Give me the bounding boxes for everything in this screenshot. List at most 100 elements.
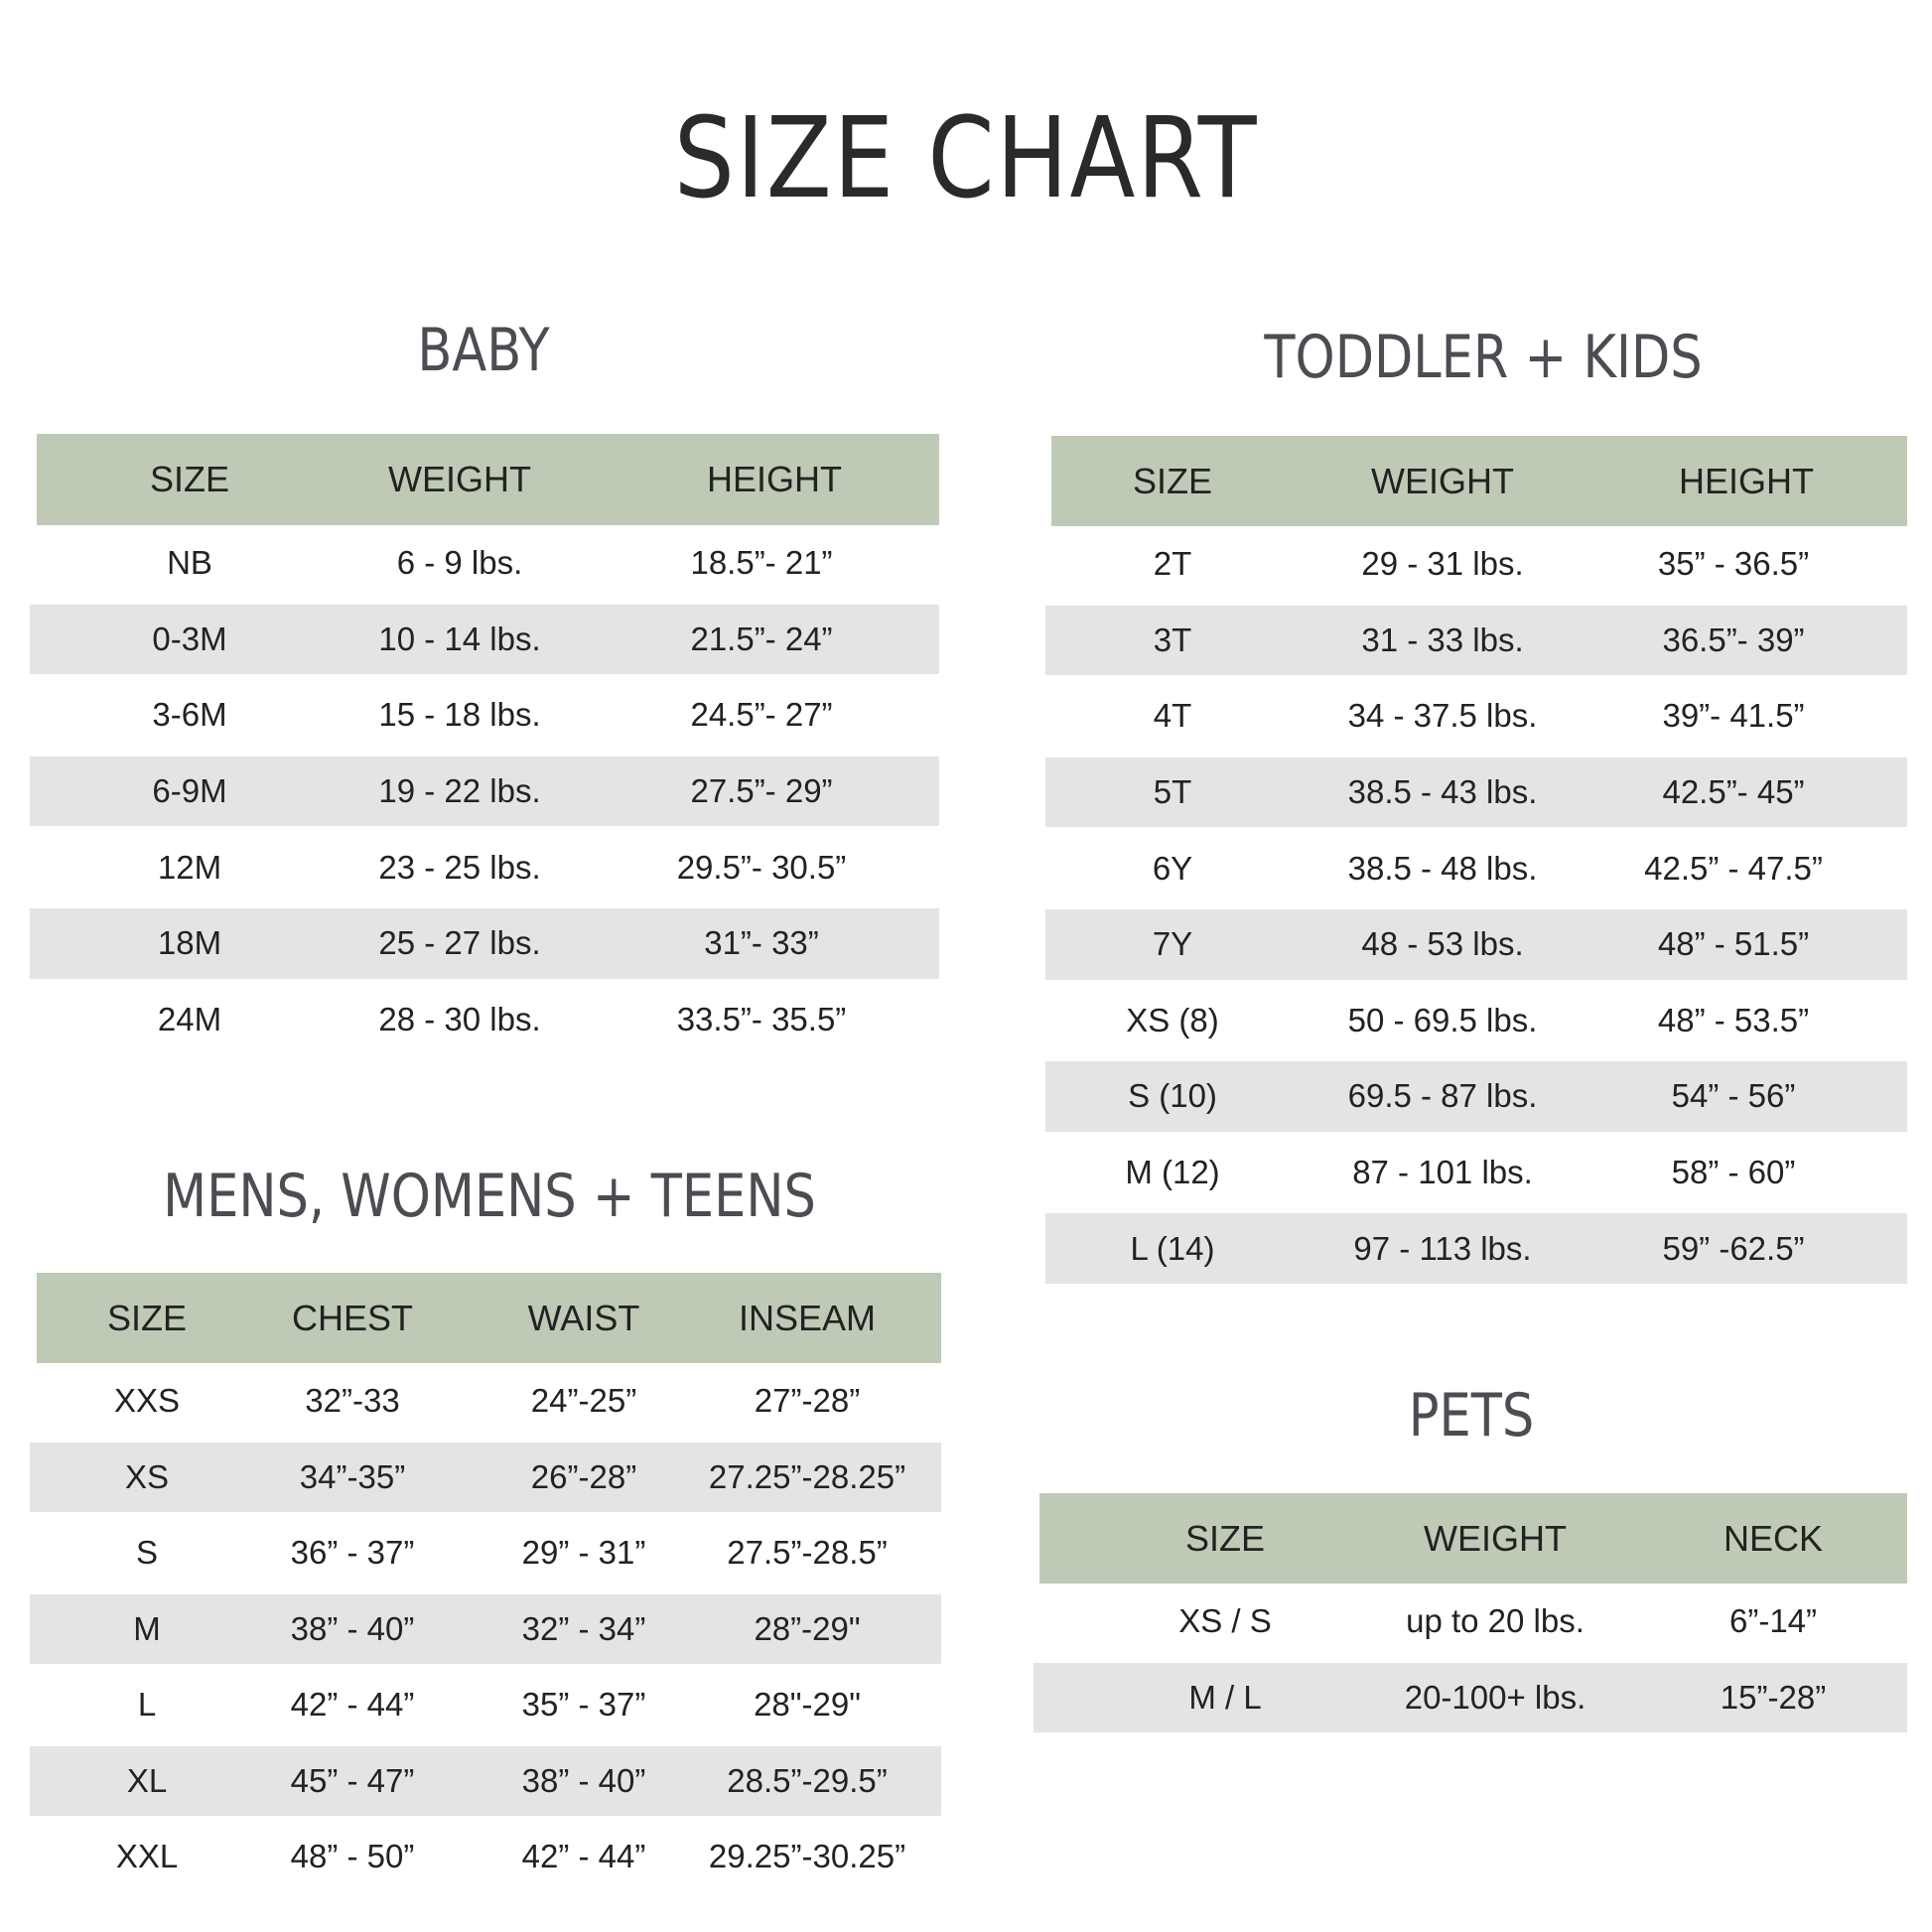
cell-inseam: 28”-29" [754, 1609, 861, 1647]
cell-inseam: 28"-29" [754, 1686, 861, 1724]
cell-waist: 35” - 37” [521, 1686, 646, 1724]
cell-size: NB [167, 544, 212, 582]
table-row: M 38” - 40” 32” - 34” 28”-29" [30, 1591, 941, 1668]
cell-size: 5T [1153, 773, 1192, 811]
cell-inseam: 27.25”-28.25” [708, 1457, 906, 1495]
row-background [30, 1593, 941, 1664]
cell-height: 36.5”- 39” [1662, 621, 1805, 658]
column-header-waist: WAIST [527, 1297, 640, 1338]
cell-weight: 38.5 - 43 lbs. [1347, 773, 1538, 811]
column-header-weight: WEIGHT [388, 459, 531, 499]
cell-size: S [135, 1534, 159, 1572]
cell-weight: 23 - 25 lbs. [378, 848, 541, 886]
column-header-inseam: INSEAM [738, 1297, 877, 1338]
cell-height: 42.5”- 45” [1662, 773, 1805, 811]
cell-size: M (12) [1125, 1154, 1220, 1191]
row-background [1045, 1213, 1907, 1284]
cell-size: L [137, 1686, 157, 1724]
cell-weight: 20-100+ lbs. [1404, 1678, 1587, 1716]
table-row: XL 45” - 47” 38” - 40” 28.5”-29.5” [30, 1743, 941, 1820]
cell-waist: 29” - 31” [521, 1534, 646, 1572]
row-background [30, 1745, 941, 1816]
cell-waist: 32” - 34” [521, 1609, 646, 1647]
cell-weight: 38.5 - 48 lbs. [1347, 849, 1538, 887]
cell-size: 24M [157, 1000, 222, 1037]
cell-size: XXS [113, 1382, 181, 1420]
cell-weight: 31 - 33 lbs. [1361, 621, 1524, 658]
cell-chest: 42” - 44” [290, 1686, 415, 1724]
cell-chest: 45” - 47” [290, 1761, 415, 1799]
table-row: 3-6M 15 - 18 lbs. 24.5”- 27” [30, 677, 939, 754]
cell-size: XS (8) [1126, 1001, 1219, 1038]
table-row: XS 34”-35” 26”-28” 27.25”-28.25” [30, 1440, 941, 1516]
cell-height: 39”- 41.5” [1662, 697, 1805, 735]
table-row: 0-3M 10 - 14 lbs. 21.5”- 24” [30, 602, 939, 678]
cell-inseam: 27.5”-28.5” [727, 1534, 888, 1572]
cell-height: 42.5” - 47.5” [1644, 849, 1823, 887]
cell-weight: 97 - 113 lbs. [1353, 1229, 1532, 1267]
cell-weight: 50 - 69.5 lbs. [1347, 1001, 1538, 1038]
cell-height: 54” - 56” [1671, 1077, 1796, 1115]
column-header-weight: WEIGHT [1371, 460, 1514, 501]
cell-weight: 69.5 - 87 lbs. [1347, 1077, 1538, 1115]
cell-inseam: 28.5”-29.5” [727, 1761, 888, 1799]
cell-size: 2T [1153, 545, 1192, 583]
cell-inseam: 29.25”-30.25” [708, 1838, 906, 1875]
cell-size: 0-3M [152, 620, 227, 657]
row-background [1034, 1662, 1907, 1733]
cell-waist: 38” - 40” [521, 1761, 646, 1799]
row-background [30, 1442, 941, 1512]
cell-inseam: 27”-28” [754, 1382, 861, 1420]
table-row: 18M 25 - 27 lbs. 31”- 33” [30, 905, 939, 982]
cell-size: XS [124, 1457, 170, 1495]
cell-height: 27.5”- 29” [690, 772, 833, 810]
column-header-weight: WEIGHT [1424, 1517, 1567, 1559]
cell-neck: 15”-28” [1720, 1678, 1827, 1716]
row-background [30, 908, 939, 979]
table-row: M (12) 87 - 101 lbs. 58” - 60” [1045, 1135, 1907, 1211]
table-row: L 42” - 44” 35” - 37” 28"-29" [30, 1667, 941, 1743]
cell-height: 21.5”- 24” [690, 620, 833, 657]
table-row: 2T 29 - 31 lbs. 35” - 36.5” [1045, 526, 1907, 603]
table-row: 7Y 48 - 53 lbs. 48” - 51.5” [1045, 906, 1907, 983]
cell-height: 59” -62.5” [1662, 1229, 1805, 1267]
cell-weight: 29 - 31 lbs. [1361, 545, 1524, 583]
cell-weight: up to 20 lbs. [1406, 1602, 1585, 1640]
cell-height: 33.5”- 35.5” [676, 1000, 847, 1037]
cell-size: 6Y [1152, 849, 1193, 887]
column-header-size: SIZE [106, 1297, 188, 1338]
table-header: SIZE WEIGHT NECK [1039, 1493, 1907, 1584]
table-row: S 36” - 37” 29” - 31” 27.5”-28.5” [30, 1515, 941, 1591]
cell-size: L (14) [1130, 1229, 1215, 1267]
cell-weight: 15 - 18 lbs. [378, 696, 541, 734]
column-header-size: SIZE [149, 459, 230, 499]
cell-weight: 25 - 27 lbs. [378, 924, 541, 962]
cell-height: 29.5”- 30.5” [676, 848, 847, 886]
pets-heading: PETS [1408, 1381, 1535, 1450]
cell-height: 35” - 36.5” [1657, 545, 1810, 583]
row-background [1045, 757, 1907, 828]
row-background [1045, 605, 1907, 676]
cell-waist: 26”-28” [530, 1457, 637, 1495]
cell-size: 12M [157, 848, 222, 886]
cell-height: 18.5”- 21” [690, 544, 833, 582]
cell-size: XL [126, 1761, 168, 1799]
column-header-height: HEIGHT [706, 459, 843, 499]
table-row: XXS 32”-33 24”-25” 27”-28” [30, 1363, 941, 1440]
cell-height: 31”- 33” [704, 924, 819, 962]
cell-size: 7Y [1152, 925, 1193, 963]
adults-heading: MENS, WOMENS + TEENS [163, 1162, 816, 1231]
cell-weight: 28 - 30 lbs. [378, 1000, 541, 1037]
cell-weight: 6 - 9 lbs. [396, 544, 523, 582]
table-row: NB 6 - 9 lbs. 18.5”- 21” [30, 525, 939, 602]
table-row: 6-9M 19 - 22 lbs. 27.5”- 29” [30, 754, 939, 830]
column-header-size: SIZE [1132, 460, 1213, 501]
toddler-kids-heading: TODDLER + KIDS [1264, 323, 1703, 392]
cell-neck: 6”-14” [1728, 1602, 1818, 1640]
table-row: 6Y 38.5 - 48 lbs. 42.5” - 47.5” [1045, 830, 1907, 906]
table-row: XS (8) 50 - 69.5 lbs. 48” - 53.5” [1045, 983, 1907, 1059]
cell-size: 4T [1153, 697, 1192, 735]
cell-waist: 24”-25” [530, 1382, 637, 1420]
cell-weight: 48 - 53 lbs. [1361, 925, 1524, 963]
cell-height: 58” - 60” [1671, 1154, 1796, 1191]
